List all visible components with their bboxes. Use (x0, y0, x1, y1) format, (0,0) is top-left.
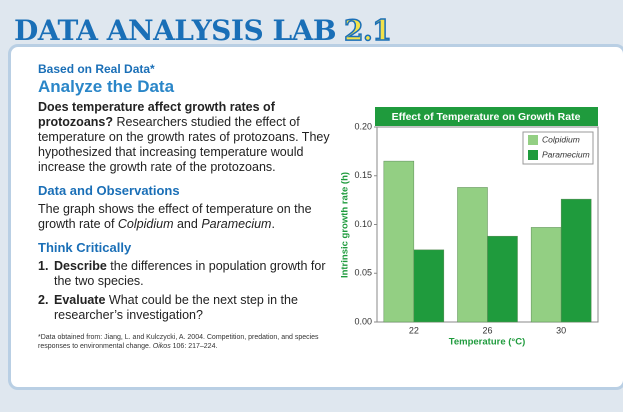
label: Based on Real Data* (38, 62, 155, 76)
item-lead: Evaluate (54, 293, 106, 307)
title-text: DATA ANALYSIS LAB (14, 14, 337, 47)
text: and (173, 217, 202, 231)
text: . (271, 217, 275, 231)
item-number: 1. (38, 259, 49, 273)
text-column: Based on Real Data* Analyze the Data Doe… (38, 62, 330, 351)
bar (530, 227, 562, 323)
legend-label: Colpidium (542, 134, 580, 144)
journal: Oikos (152, 343, 171, 350)
bar (487, 235, 518, 323)
legend-swatch (528, 135, 538, 145)
question-item: 2. Evaluate What could be the next step i… (38, 293, 330, 323)
y-tick-label: 0.15 (354, 170, 372, 180)
bar (383, 160, 415, 323)
item-body: the differences in population growth for… (54, 259, 326, 288)
footnote-text: *Data obtained from: Jiang, L. and Kulcz… (38, 334, 319, 350)
text: The graph shows the effect of temperatur… (38, 202, 312, 231)
chart: Effect of Temperature on Growth Rate Int… (340, 107, 599, 348)
item-body: What could be the next step in the resea… (54, 293, 298, 322)
y-tick-label: 0.00 (354, 316, 372, 326)
y-tick-label: 0.10 (354, 219, 372, 229)
x-tick-label: 26 (482, 325, 492, 335)
data-text: The graph shows the effect of temperatur… (38, 202, 330, 232)
footnote-text: 106: 217–224. (170, 343, 218, 350)
title-bar (375, 107, 598, 126)
question: Does temperature affect growth rates of … (38, 100, 275, 129)
bar (560, 198, 592, 323)
item-text: Evaluate What could be the next step in … (54, 293, 330, 323)
y-tick-label: 0.05 (354, 268, 372, 278)
footnote: *Data obtained from: Jiang, L. and Kulcz… (38, 333, 330, 351)
y-axis-label: Intrinsic growth rate (h) (340, 172, 351, 278)
x-tick-label: 22 (409, 325, 419, 335)
chart-title: Effect of Temperature on Growth Rate (392, 111, 581, 123)
bar (413, 249, 445, 323)
legend-swatch (528, 150, 538, 160)
lab-number: 2.1 (343, 13, 392, 48)
item-lead: Describe (54, 259, 107, 273)
species: Paramecium (201, 217, 272, 231)
intro-text: Researchers studied the effect of temper… (38, 115, 330, 174)
bar (457, 187, 488, 323)
x-tick-label: 30 (556, 325, 566, 335)
question-item: 1. Describe the differences in population… (38, 259, 330, 289)
y-tick-label: 0.20 (354, 121, 372, 131)
item-text: Describe the differences in population g… (54, 259, 330, 289)
x-axis-label: Temperature (°C) (449, 337, 525, 348)
species: Colpidium (117, 217, 174, 231)
intro: Does temperature affect growth rates of … (38, 100, 330, 175)
section-heading: Think Critically (38, 240, 132, 255)
legend-label: Paramecium (542, 149, 590, 159)
heading: Analyze the Data (38, 77, 175, 96)
lab-title: DATA ANALYSIS LAB 2.1 (14, 13, 393, 48)
item-number: 2. (38, 293, 49, 307)
section-heading: Data and Observations (38, 183, 180, 198)
